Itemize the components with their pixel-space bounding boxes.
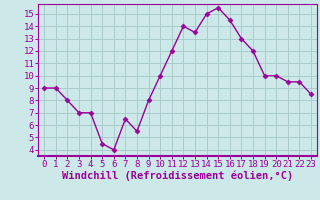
X-axis label: Windchill (Refroidissement éolien,°C): Windchill (Refroidissement éolien,°C) — [62, 171, 293, 181]
